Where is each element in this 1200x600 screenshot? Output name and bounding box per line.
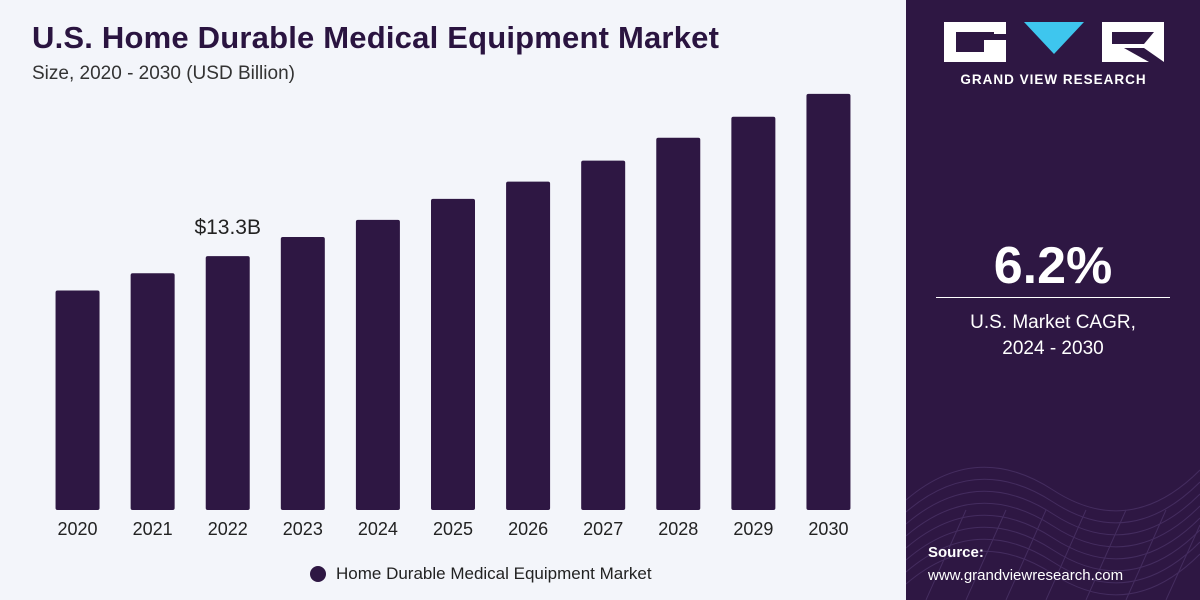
x-tick-label-2026: 2026	[508, 519, 548, 539]
source-url[interactable]: www.grandviewresearch.com	[928, 567, 1124, 584]
chart-title: U.S. Home Durable Medical Equipment Mark…	[32, 20, 720, 55]
cagr-label: U.S. Market CAGR, 2024 - 2030	[906, 310, 1200, 362]
sidebar-panel: GRAND VIEW RESEARCH 6.2% U.S. Market CAG…	[906, 0, 1200, 600]
cagr-label-line2: 2024 - 2030	[1002, 338, 1104, 359]
bar-2030	[806, 93, 851, 511]
bar-2027	[581, 160, 626, 511]
x-tick-label-2024: 2024	[358, 519, 398, 539]
cagr-value: 6.2%	[993, 237, 1113, 295]
wave-pattern-decoration	[906, 466, 1200, 600]
bar-2021	[130, 273, 175, 510]
bar-2022	[205, 256, 250, 510]
x-tick-label-2025: 2025	[433, 519, 473, 539]
x-tick-label-2027: 2027	[583, 519, 623, 539]
x-tick-label-2022: 2022	[208, 519, 248, 539]
x-tick-label-2029: 2029	[733, 519, 773, 539]
cagr-label-line1: U.S. Market CAGR,	[970, 312, 1136, 333]
legend-swatch	[310, 566, 326, 582]
x-tick-label-2028: 2028	[658, 519, 698, 539]
bar-2020	[55, 290, 100, 510]
legend-label: Home Durable Medical Equipment Market	[336, 564, 652, 583]
bar-2023	[280, 237, 325, 510]
brand-name: GRAND VIEW RESEARCH	[960, 72, 1147, 87]
x-tick-label-2021: 2021	[133, 519, 173, 539]
x-tick-label-2020: 2020	[58, 519, 98, 539]
bar-2026	[506, 181, 551, 511]
x-tick-label-2030: 2030	[808, 519, 848, 539]
cagr-divider	[936, 297, 1170, 298]
x-tick-label-2023: 2023	[283, 519, 323, 539]
gvr-logo-icon	[944, 22, 1164, 62]
bar-2028	[656, 137, 701, 510]
bar-chart: 2020 2021 2022 2023 2024 2025 2026 2027 2028 2029…	[55, 93, 851, 539]
source-title: Source:	[928, 544, 984, 561]
chart-panel: U.S. Home Durable Medical Equipment Mark…	[0, 0, 906, 600]
bar-2029	[731, 116, 776, 511]
chart-subtitle: Size, 2020 - 2030 (USD Billion)	[32, 63, 295, 84]
bar-2025	[431, 198, 475, 510]
bar-2024	[355, 219, 400, 510]
chart-legend: Home Durable Medical Equipment Market	[310, 564, 652, 584]
data-label-2022: $13.3B	[194, 216, 261, 239]
